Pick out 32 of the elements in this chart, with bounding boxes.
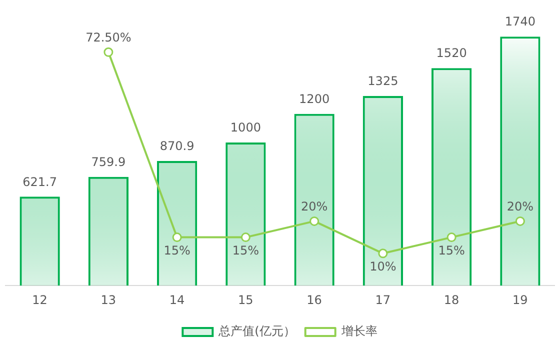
data-label: 870.9	[160, 139, 194, 154]
x-tick-label: 19	[512, 292, 528, 307]
point	[515, 216, 525, 226]
data-label: 1740	[504, 14, 536, 29]
data-label: 1325	[368, 74, 398, 88]
point	[104, 47, 114, 57]
x-tick-label: 17	[375, 292, 391, 307]
data-label: 72.50%	[86, 30, 132, 44]
data-label: 10%	[370, 260, 396, 274]
x-tick-label: 15	[238, 292, 254, 307]
x-tick-label: 16	[306, 292, 322, 307]
data-label: 759.9	[91, 154, 126, 169]
data-label: 20%	[506, 199, 534, 214]
x-tick-label: 14	[169, 292, 185, 307]
point	[446, 232, 456, 242]
x-tick-label: 13	[100, 292, 116, 307]
data-label: 1520	[436, 46, 467, 60]
x-tick-label: 18	[444, 292, 460, 307]
data-label: 20%	[300, 199, 328, 214]
legend-label: 总产值(亿元）	[218, 324, 296, 338]
point	[240, 232, 250, 242]
data-label: 1000	[230, 120, 261, 135]
legend-label: 增长率	[340, 324, 378, 338]
point	[378, 248, 388, 258]
point	[172, 232, 182, 242]
data-label: 15%	[438, 243, 465, 258]
data-label: 15%	[164, 243, 190, 258]
data-label: 15%	[232, 243, 260, 258]
x-tick-label: 12	[32, 292, 48, 307]
data-label: 621.7	[22, 174, 57, 189]
data-label: 1200	[299, 92, 330, 106]
point	[310, 216, 320, 226]
